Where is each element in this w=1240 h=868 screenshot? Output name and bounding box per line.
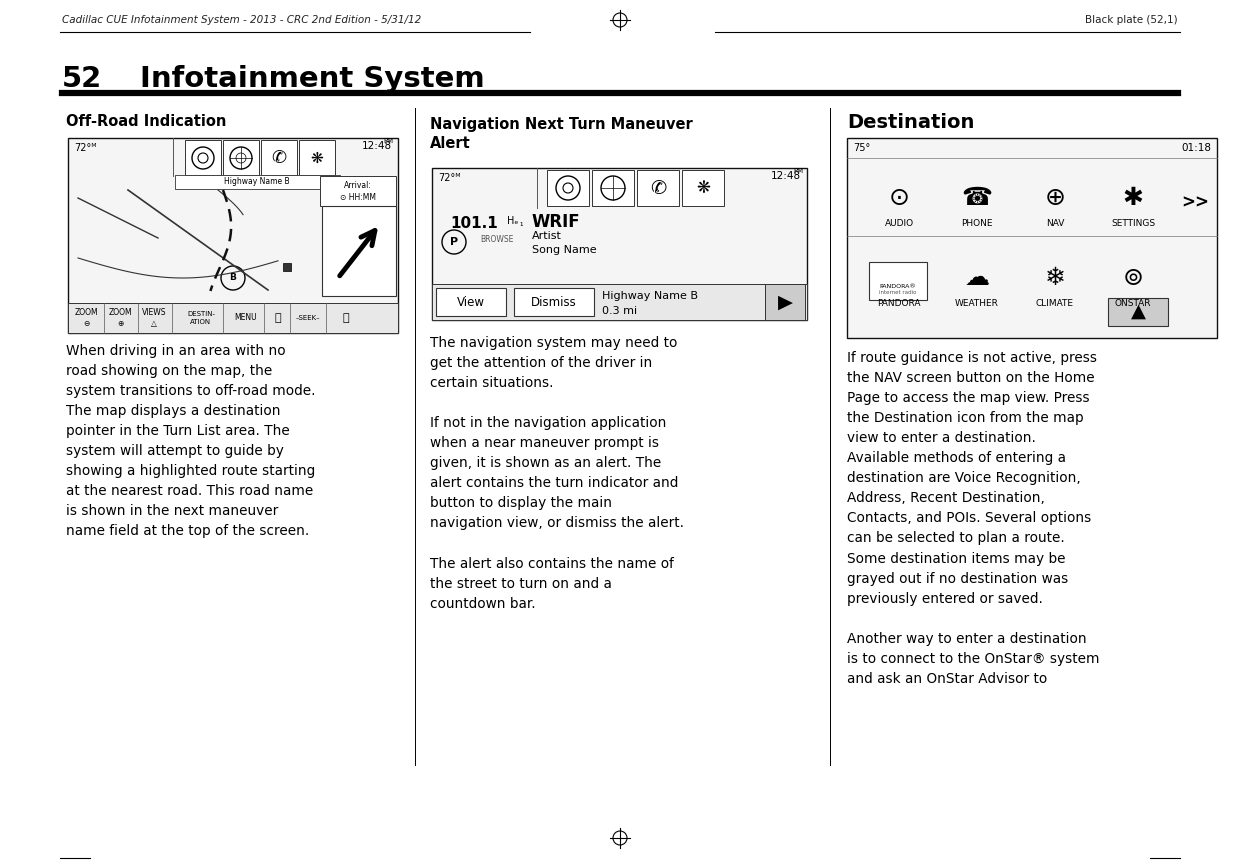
Text: internet radio: internet radio xyxy=(879,291,916,295)
Text: ❋: ❋ xyxy=(311,150,324,166)
Text: If route guidance is not active, press
the NAV screen button on the Home
Page to: If route guidance is not active, press t… xyxy=(847,351,1100,686)
Text: ☎: ☎ xyxy=(961,186,992,210)
Text: DESTIN-
ATION: DESTIN- ATION xyxy=(187,312,215,325)
Bar xyxy=(223,140,259,175)
Text: MENU: MENU xyxy=(234,313,258,323)
Text: PM: PM xyxy=(792,168,804,174)
Bar xyxy=(1109,298,1168,326)
Text: When driving in an area with no
road showing on the map, the
system transitions : When driving in an area with no road sho… xyxy=(66,344,315,538)
Bar xyxy=(682,170,724,206)
Bar xyxy=(299,140,335,175)
Bar xyxy=(515,288,594,316)
Bar xyxy=(869,262,928,300)
Text: CLIMATE: CLIMATE xyxy=(1035,299,1074,308)
Bar xyxy=(637,170,680,206)
Text: 0.3 mi: 0.3 mi xyxy=(601,306,637,316)
Text: B: B xyxy=(229,273,237,282)
Text: PANDORA®: PANDORA® xyxy=(879,284,916,288)
Text: WRIF: WRIF xyxy=(532,213,580,231)
Text: P: P xyxy=(450,237,458,247)
Bar xyxy=(175,175,340,189)
Bar xyxy=(283,263,291,271)
Text: ▲: ▲ xyxy=(1131,301,1146,320)
Text: Artist: Artist xyxy=(532,231,562,241)
Text: SETTINGS: SETTINGS xyxy=(1111,219,1156,227)
Text: Infotainment System: Infotainment System xyxy=(140,65,485,93)
Text: ⊚: ⊚ xyxy=(1122,266,1143,290)
Bar xyxy=(432,168,807,320)
Bar xyxy=(547,170,589,206)
Text: ⊕: ⊕ xyxy=(1044,186,1065,210)
Text: ⏭: ⏭ xyxy=(342,313,350,323)
Text: 72°ᴹ: 72°ᴹ xyxy=(438,173,460,183)
Text: ZOOM
⊕: ZOOM ⊕ xyxy=(108,308,131,328)
Bar xyxy=(591,170,634,206)
Bar xyxy=(185,140,221,175)
Bar xyxy=(847,138,1216,338)
Bar xyxy=(322,206,396,296)
Bar xyxy=(320,176,396,206)
Text: View: View xyxy=(458,295,485,308)
Text: ⏮: ⏮ xyxy=(275,313,281,323)
Text: ✆: ✆ xyxy=(272,149,286,167)
Text: Destination: Destination xyxy=(847,113,975,131)
Text: –SEEK–: –SEEK– xyxy=(295,315,320,321)
Text: The navigation system may need to
get the attention of the driver in
certain sit: The navigation system may need to get th… xyxy=(430,336,684,611)
Text: Navigation Next Turn Maneuver
Alert: Navigation Next Turn Maneuver Alert xyxy=(430,117,693,151)
Text: 52: 52 xyxy=(62,65,102,93)
Text: ⊙: ⊙ xyxy=(889,186,909,210)
Text: PHONE: PHONE xyxy=(961,219,993,227)
Text: PANDORA: PANDORA xyxy=(877,299,921,308)
Text: 01:18: 01:18 xyxy=(1180,143,1211,153)
Text: ⊙ HH:MM: ⊙ HH:MM xyxy=(340,194,376,202)
Text: Highway Name B: Highway Name B xyxy=(601,291,698,301)
Text: ✆: ✆ xyxy=(650,179,666,198)
Text: VIEWS
△: VIEWS △ xyxy=(141,308,166,328)
Text: Arrival:: Arrival: xyxy=(343,181,372,190)
Text: 101.1: 101.1 xyxy=(450,216,497,232)
Text: BROWSE: BROWSE xyxy=(480,235,513,245)
Text: AUDIO: AUDIO xyxy=(884,219,914,227)
Text: PM: PM xyxy=(383,138,393,144)
Text: Cadillac CUE Infotainment System - 2013 - CRC 2nd Edition - 5/31/12: Cadillac CUE Infotainment System - 2013 … xyxy=(62,15,422,25)
Text: WEATHER: WEATHER xyxy=(955,299,999,308)
Text: 75°: 75° xyxy=(853,143,870,153)
Text: ZOOM
⊖: ZOOM ⊖ xyxy=(74,308,98,328)
Text: Dismiss: Dismiss xyxy=(531,295,577,308)
Text: Black plate (52,1): Black plate (52,1) xyxy=(1085,15,1178,25)
Text: 72°ᴹ: 72°ᴹ xyxy=(74,143,97,153)
Bar xyxy=(68,138,398,333)
Bar xyxy=(765,284,805,320)
Text: Highway Name B: Highway Name B xyxy=(224,177,290,187)
Text: Song Name: Song Name xyxy=(532,245,596,255)
Bar xyxy=(68,303,398,333)
Text: 12:48: 12:48 xyxy=(771,171,801,181)
Text: ☁: ☁ xyxy=(965,266,990,290)
Bar xyxy=(432,284,807,320)
Text: NAV: NAV xyxy=(1045,219,1064,227)
Bar xyxy=(436,288,506,316)
Text: ❋: ❋ xyxy=(696,179,711,197)
Text: >>: >> xyxy=(1180,194,1209,212)
Text: ✱: ✱ xyxy=(1122,186,1143,210)
Text: ONSTAR: ONSTAR xyxy=(1115,299,1151,308)
Bar xyxy=(260,140,298,175)
Text: 12:48: 12:48 xyxy=(362,141,392,151)
Text: ₁: ₁ xyxy=(520,220,522,228)
Text: Hₑ: Hₑ xyxy=(507,216,518,226)
Text: ▶: ▶ xyxy=(777,293,792,312)
Text: Off-Road Indication: Off-Road Indication xyxy=(66,115,227,129)
Text: ❄: ❄ xyxy=(1044,266,1065,290)
